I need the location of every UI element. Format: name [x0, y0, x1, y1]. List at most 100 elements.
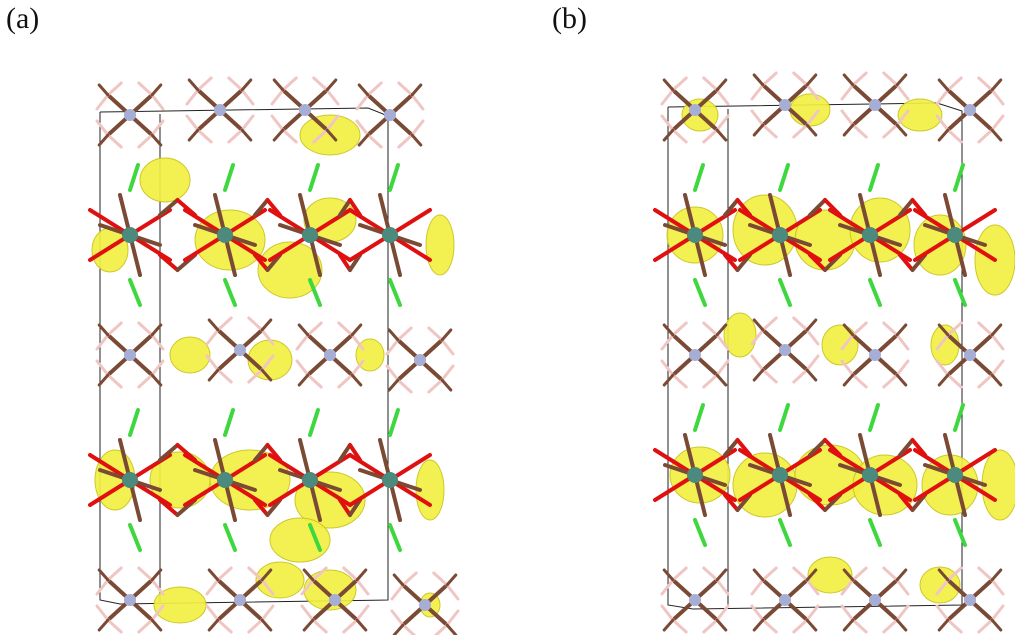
bond — [205, 578, 220, 596]
structure-drawing-a — [88, 76, 460, 635]
bond — [805, 109, 820, 127]
bond — [662, 618, 675, 632]
isosurface-blob — [723, 312, 757, 358]
bond — [106, 133, 123, 149]
bond — [805, 354, 820, 372]
bond — [895, 109, 910, 127]
bond — [137, 566, 154, 582]
bond — [946, 76, 963, 92]
bond — [868, 518, 882, 547]
bond — [895, 323, 908, 337]
bond — [445, 573, 458, 587]
atom — [689, 349, 701, 361]
bond — [265, 198, 282, 217]
bond — [937, 78, 950, 92]
bond — [348, 498, 362, 517]
bond — [723, 198, 740, 217]
bond — [97, 323, 110, 337]
bond — [851, 123, 868, 139]
bond — [312, 128, 329, 144]
isosurface-blob — [269, 517, 331, 563]
bond — [97, 133, 110, 147]
atom — [324, 349, 336, 361]
bond — [350, 359, 365, 377]
bond — [106, 321, 123, 337]
bond — [338, 198, 352, 217]
bond — [95, 578, 110, 596]
bond — [723, 253, 740, 272]
bond — [355, 618, 368, 632]
bond — [253, 498, 270, 517]
bond — [247, 566, 264, 582]
bond — [410, 119, 425, 137]
bond — [150, 373, 163, 387]
bond — [440, 378, 453, 392]
bond — [792, 368, 809, 384]
bond — [355, 578, 370, 596]
bond — [325, 88, 340, 106]
bond — [216, 618, 233, 634]
bond — [715, 323, 728, 337]
bond — [842, 618, 855, 632]
bond — [410, 93, 425, 111]
bond — [207, 568, 220, 582]
bond — [946, 373, 963, 389]
bond — [990, 333, 1005, 351]
atom — [964, 594, 976, 606]
bond — [281, 128, 298, 144]
bond — [342, 618, 359, 634]
bond — [281, 76, 298, 92]
bond — [842, 568, 855, 582]
bond — [671, 128, 688, 144]
bond — [715, 618, 728, 632]
bond — [735, 198, 752, 217]
atom — [234, 344, 246, 356]
atom — [689, 104, 701, 116]
bond — [977, 618, 994, 634]
atom — [869, 99, 881, 111]
bond — [308, 163, 320, 192]
bond — [990, 78, 1003, 92]
bond — [851, 618, 868, 634]
bond — [366, 81, 383, 97]
bond — [895, 618, 908, 632]
atom — [419, 599, 431, 611]
structure-drawing-b — [653, 71, 1015, 634]
bond — [106, 373, 123, 389]
bond — [851, 373, 868, 389]
bond — [840, 83, 855, 101]
bond — [840, 604, 855, 622]
bond — [937, 568, 950, 582]
bond — [137, 321, 154, 337]
bond — [355, 119, 370, 137]
atom — [947, 227, 963, 243]
bond — [935, 578, 950, 596]
bond — [946, 128, 963, 144]
bond — [265, 498, 282, 517]
bond — [953, 163, 965, 192]
bond — [792, 123, 809, 139]
bond — [150, 323, 163, 337]
bond — [750, 604, 765, 622]
bond — [953, 278, 967, 307]
bond — [715, 359, 730, 377]
bond — [946, 566, 963, 582]
bond — [150, 568, 163, 582]
bond — [240, 128, 253, 142]
bond — [433, 623, 449, 635]
atom — [382, 472, 398, 488]
bond — [842, 373, 855, 387]
bond — [660, 604, 675, 622]
bond — [388, 163, 400, 192]
bond — [137, 373, 154, 389]
atom — [299, 104, 311, 116]
bond — [977, 128, 994, 144]
bond — [308, 408, 320, 437]
bond — [128, 523, 142, 552]
bond — [387, 328, 400, 342]
bond — [297, 323, 310, 337]
bond — [223, 408, 235, 437]
bond — [761, 123, 778, 139]
bond — [840, 109, 855, 127]
bond — [392, 623, 405, 635]
